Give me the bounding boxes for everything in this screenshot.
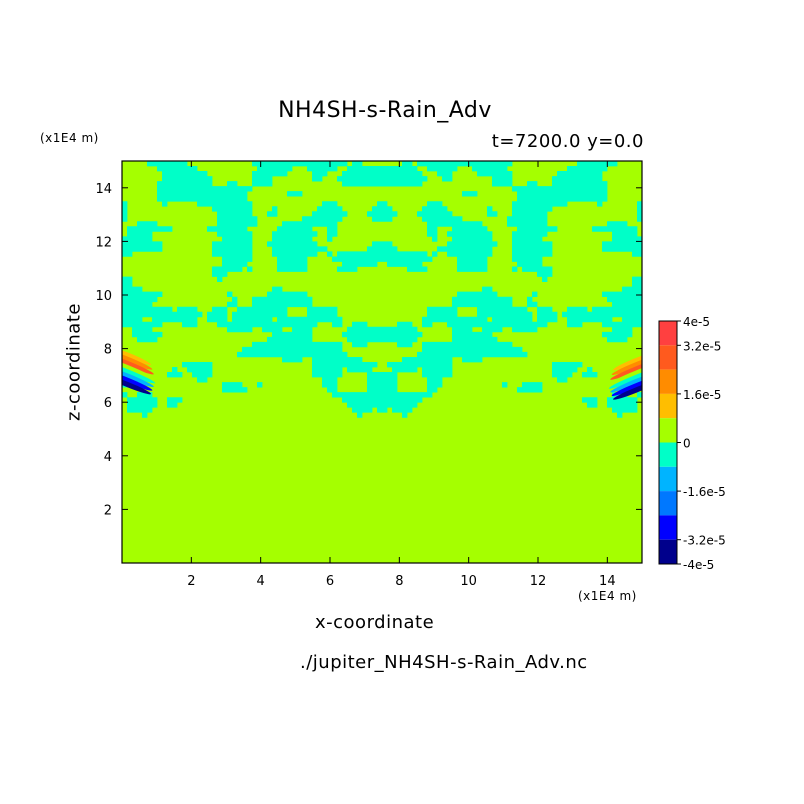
- colorbar-level: [659, 369, 677, 394]
- x-tick-label: 4: [257, 574, 265, 589]
- colorbar-level: [659, 442, 677, 467]
- colorbar-tick-label: 3.2e-5: [683, 339, 721, 353]
- heatmap-field: [122, 161, 642, 563]
- x-tick-label: 2: [187, 574, 195, 589]
- colorbar: 4e-5 3.2e-5 1.6e-5 0 -1.6e-5 -3.2e-5 -4e-5: [658, 315, 726, 572]
- colorbar-tick-label: -4e-5: [683, 558, 714, 572]
- colorbar-level: [659, 466, 677, 492]
- y-tick-label: 14: [95, 182, 112, 197]
- y-tick-label: 10: [95, 289, 112, 304]
- plot-frame: [121, 160, 643, 564]
- y-tick-label: 2: [104, 503, 112, 518]
- y-tick-label: 4: [104, 450, 112, 465]
- left-edge-dipole: [122, 345, 156, 395]
- x-tick-label: 6: [326, 574, 334, 589]
- colorbar-tick-label: -1.6e-5: [683, 485, 726, 499]
- x-tick-label: 12: [530, 574, 547, 589]
- colorbar-level: [659, 345, 677, 370]
- colorbar-level: [659, 418, 677, 443]
- y-axis-label: z-coordinate: [63, 303, 85, 421]
- y-tick-label: 8: [104, 343, 112, 358]
- chart-title: NH4SH-s-Rain_Adv: [278, 98, 492, 123]
- y-axis-unit: (x1E4 m): [40, 131, 99, 145]
- colorbar-level: [659, 491, 677, 516]
- colorbar-level: [659, 515, 677, 540]
- x-axis-label: x-coordinate: [315, 612, 435, 633]
- y-tick-label: 12: [95, 235, 112, 250]
- source-file-name: ./jupiter_NH4SH-s-Rain_Adv.nc: [300, 652, 588, 673]
- time-info: t=7200.0 y=0.0: [491, 131, 644, 152]
- negative-filaments: [122, 161, 642, 418]
- axes: 2 4 6 8 10 12 14 2 4 6 8 10 12 14: [95, 161, 642, 589]
- colorbar-tick-label: 1.6e-5: [683, 388, 721, 402]
- colorbar-tick-label: 4e-5: [683, 315, 710, 329]
- right-edge-dipole: [608, 351, 642, 400]
- x-tick-label: 8: [395, 574, 403, 589]
- x-tick-label: 14: [599, 574, 616, 589]
- colorbar-level: [659, 393, 677, 419]
- colorbar-tick-label: -3.2e-5: [683, 534, 726, 548]
- x-tick-label: 10: [460, 574, 477, 589]
- colorbar-level: [659, 539, 677, 564]
- y-tick-label: 6: [104, 396, 112, 411]
- x-axis-unit: (x1E4 m): [578, 589, 637, 603]
- colorbar-tick-label: 0: [683, 437, 691, 451]
- colorbar-level: [659, 321, 677, 346]
